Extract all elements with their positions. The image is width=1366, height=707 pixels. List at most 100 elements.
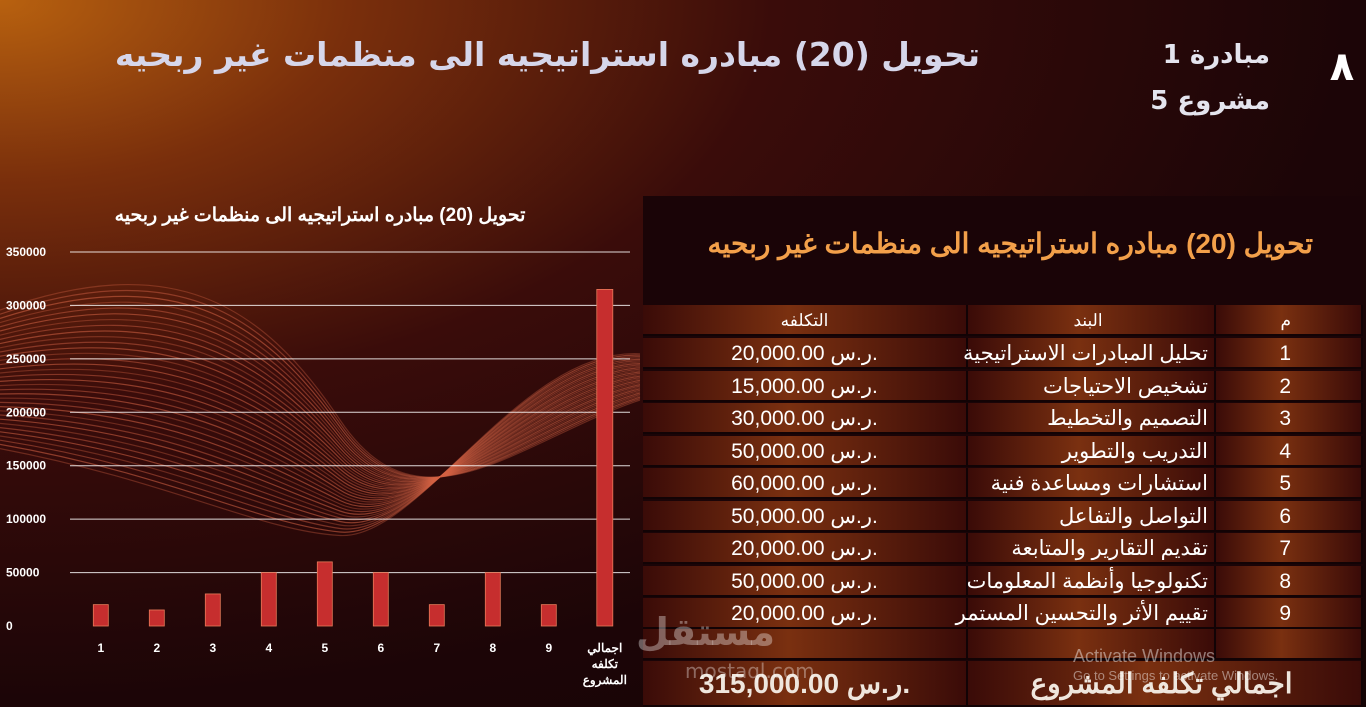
row-item: تقديم التقارير والمتابعة [968,533,1216,564]
wave-line [0,365,641,510]
wave-line [0,368,641,505]
wave-line [0,341,641,485]
chart-title: تحويل (20) مبادره استراتيجيه الى منظمات … [114,205,526,226]
wave-line [0,330,641,483]
x-tick-label: 2 [153,641,160,655]
bar [260,572,277,627]
total-label: اجمالي تكلفه المشروع [968,661,1363,707]
y-tick-label: 300000 [6,298,46,312]
row-cost: 20,000.00 ر.س. [643,338,968,369]
table-row: 50,000.00 ر.س. التواصل والتفاعل 6 [643,500,1363,532]
initiative-label: مبادرة 1 [1162,40,1270,70]
wave-line [0,367,641,508]
activate-windows-notice: Activate Windows Go to Settings to activ… [1073,645,1333,685]
y-tick-label: 250000 [6,352,46,366]
wave-line [0,368,641,492]
table-row: 50,000.00 ر.س. التدريب والتطوير 4 [643,435,1363,467]
bar [204,593,221,627]
row-num: 1 [1216,338,1363,369]
row-num: 8 [1216,565,1363,597]
header-num: م [1216,305,1363,336]
x-tick-label: 4 [265,641,272,655]
watermark-site: mostaql.com [685,659,815,683]
empty-cell [968,629,1216,660]
page-title: تحويل (20) مبادره استراتيجيه الى منظمات … [114,35,980,74]
wave-line [0,307,641,480]
wave-line [0,318,641,481]
x-tick-label: 3 [209,641,216,655]
total-value: 315,000.00 ر.س. [643,661,968,707]
row-cost: 20,000.00 ر.س. [643,598,968,629]
row-num: 7 [1216,533,1363,564]
row-cost: 50,000.00 ر.س. [643,435,968,467]
wave-line [0,283,641,478]
table-row: 20,000.00 ر.س. تقييم الأثر والتحسين المست… [643,598,1363,629]
bar [92,604,109,627]
row-item: استشارات ومساعدة فنية [968,468,1216,499]
wave-line [0,355,641,530]
empty-cell [643,629,968,660]
header-item: البند [968,305,1216,336]
activate-line1: Activate Windows [1073,646,1216,666]
watermark-brand: مستقل [636,610,775,654]
slide-number: ٨ [1329,44,1355,90]
initiative-info: مبادرة 1 مشروع 5 [1150,32,1270,124]
x-tick-label: 8 [489,641,496,655]
wave-line [0,324,641,482]
x-tick-label: 1 [97,641,104,655]
x-tick-label: 7 [433,641,440,655]
table-row: 20,000.00 ر.س. تقديم التقارير والمتابعة 7 [643,533,1363,564]
row-cost: 50,000.00 ر.س. [643,565,968,597]
table-row: 20,000.00 ر.س. تحليل المبادرات الاستراتيج… [643,338,1363,369]
y-tick-label: 350000 [6,245,46,259]
wave-line [0,301,641,479]
row-cost: 15,000.00 ر.س. [643,370,968,402]
row-num: 4 [1216,435,1363,467]
wave-line [0,354,641,533]
bar [372,572,389,627]
table-header-row: التكلفه البند م [643,305,1363,336]
x-tick-label: 6 [377,641,384,655]
row-num: 3 [1216,403,1363,434]
wave-line [0,373,641,493]
x-tick-label: 5 [321,641,328,655]
bar [540,604,557,627]
wave-line [0,336,641,484]
wave-line [0,363,641,515]
table-row: 60,000.00 ر.س. استشارات ومساعدة فنية 5 [643,468,1363,499]
y-tick-label: 50000 [6,566,40,580]
x-tick-label: 9 [545,641,552,655]
table-row: 15,000.00 ر.س. تشخيص الاحتياجات 2 [643,370,1363,402]
project-label: مشروع 5 [1150,86,1270,116]
wave-line [0,289,641,478]
table-title: تحويل (20) مبادره استراتيجيه الى منظمات … [707,228,1313,259]
wave-line [0,353,641,537]
wave-line [0,347,641,486]
wave-line [0,372,641,499]
y-tick-label: 0 [6,619,13,633]
table-row: 50,000.00 ر.س. تكنولوجيا وأنظمة المعلومات… [643,565,1363,597]
bar [148,609,165,627]
row-cost: 60,000.00 ر.س. [643,468,968,499]
row-cost: 30,000.00 ر.س. [643,403,968,434]
bar [596,289,614,627]
row-item: التصميم والتخطيط [968,403,1216,434]
activate-line2: Go to Settings to activate Windows. [1073,668,1279,683]
row-item: التواصل والتفاعل [968,500,1216,532]
row-cost: 20,000.00 ر.س. [643,533,968,564]
row-item: تكنولوجيا وأنظمة المعلومات [967,565,1216,597]
table-empty-row [643,629,1363,660]
bar [428,604,445,627]
y-tick-label: 150000 [6,459,46,473]
row-cost: 50,000.00 ر.س. [643,500,968,532]
wave-line [0,361,641,518]
row-item: تحليل المبادرات الاستراتيجية [963,338,1216,369]
row-num: 2 [1216,370,1363,402]
row-num: 9 [1216,598,1363,629]
wave-line [0,360,641,521]
y-tick-label: 100000 [6,512,46,526]
header-cost: التكلفه [643,305,968,336]
wave-line [0,357,641,527]
bar [484,572,501,627]
row-num: 5 [1216,468,1363,499]
